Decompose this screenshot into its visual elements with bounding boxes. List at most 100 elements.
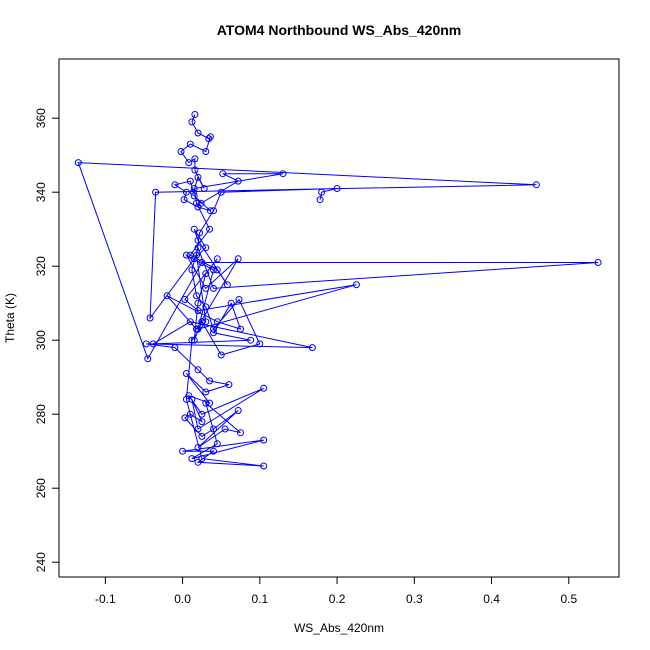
x-tick-label: 0.2 bbox=[329, 592, 346, 606]
data-point bbox=[217, 351, 225, 359]
data-point bbox=[142, 340, 150, 348]
data-point bbox=[247, 336, 255, 344]
series-line bbox=[77, 114, 599, 467]
data-point bbox=[194, 444, 202, 451]
data-point bbox=[194, 458, 202, 466]
data-point bbox=[532, 181, 540, 189]
data-point bbox=[206, 207, 214, 215]
data-point bbox=[190, 336, 198, 344]
data-point bbox=[181, 296, 189, 303]
data-point bbox=[179, 447, 187, 455]
plot-area-frame bbox=[58, 58, 620, 578]
data-point bbox=[194, 425, 202, 433]
data-point bbox=[188, 266, 196, 274]
x-tick-label: 0.1 bbox=[251, 592, 268, 606]
data-point bbox=[177, 148, 185, 155]
data-point bbox=[190, 255, 198, 263]
data-point bbox=[163, 292, 171, 300]
data-point bbox=[206, 133, 214, 141]
y-tick-label: 260 bbox=[34, 478, 48, 498]
chart-title: ATOM4 Northbound WS_Abs_420nm bbox=[217, 22, 462, 38]
data-point bbox=[234, 407, 242, 414]
data-point bbox=[194, 129, 202, 137]
y-tick-label: 360 bbox=[34, 108, 48, 128]
data-point bbox=[188, 455, 196, 463]
data-point bbox=[193, 325, 200, 333]
data-point bbox=[180, 196, 188, 204]
data-point bbox=[144, 355, 152, 363]
data-point bbox=[237, 429, 244, 437]
data-point bbox=[188, 118, 196, 126]
data-point bbox=[194, 307, 202, 315]
data-point bbox=[202, 388, 210, 396]
data-point bbox=[223, 281, 231, 289]
data-point bbox=[182, 370, 190, 377]
data-point bbox=[193, 199, 200, 207]
data-point bbox=[221, 425, 229, 433]
data-point bbox=[186, 177, 194, 185]
data-point bbox=[198, 432, 206, 440]
data-point bbox=[202, 318, 210, 326]
data-point bbox=[196, 229, 204, 237]
data-point bbox=[594, 259, 602, 266]
data-point bbox=[74, 159, 82, 167]
data-point bbox=[237, 325, 244, 333]
data-point bbox=[190, 225, 198, 233]
data-point bbox=[194, 366, 202, 374]
data-point bbox=[171, 181, 179, 189]
x-tick-label: 0.5 bbox=[560, 592, 577, 606]
data-point bbox=[171, 344, 179, 352]
x-tick-label: 0.3 bbox=[406, 592, 423, 606]
data-point bbox=[210, 447, 217, 455]
data-point bbox=[202, 148, 210, 155]
data-point bbox=[213, 440, 221, 448]
data-point bbox=[186, 410, 194, 418]
data-point bbox=[308, 344, 316, 352]
data-point bbox=[260, 436, 268, 444]
data-point bbox=[198, 410, 206, 418]
data-point bbox=[210, 284, 217, 292]
x-tick-label: 0.4 bbox=[483, 592, 500, 606]
data-point bbox=[198, 455, 206, 463]
data-point bbox=[225, 381, 233, 389]
data-point bbox=[260, 384, 268, 392]
data-point bbox=[146, 314, 154, 322]
data-point bbox=[213, 266, 221, 274]
data-point bbox=[194, 173, 202, 181]
y-axis-label: Theta (K) bbox=[3, 293, 17, 343]
data-point bbox=[198, 318, 206, 326]
data-point bbox=[198, 418, 206, 426]
data-series bbox=[74, 111, 602, 470]
data-point bbox=[194, 299, 202, 307]
data-point bbox=[191, 166, 199, 174]
data-point bbox=[227, 299, 235, 307]
data-point bbox=[202, 399, 210, 407]
data-point bbox=[186, 318, 194, 326]
data-point bbox=[213, 255, 221, 263]
data-point bbox=[210, 266, 217, 274]
data-point bbox=[206, 377, 214, 385]
data-point bbox=[194, 236, 202, 244]
y-tick-label: 240 bbox=[34, 552, 48, 572]
x-axis: -0.1 0.0 0.1 0.2 0.3 0.4 0.5 bbox=[95, 576, 577, 606]
data-point bbox=[260, 462, 268, 470]
data-point bbox=[217, 188, 225, 196]
data-point bbox=[352, 281, 360, 289]
data-point bbox=[185, 159, 193, 167]
data-point bbox=[202, 284, 210, 292]
data-point bbox=[182, 188, 190, 196]
data-point bbox=[202, 270, 210, 278]
data-point bbox=[194, 244, 202, 252]
data-point bbox=[193, 292, 200, 300]
data-point bbox=[200, 185, 208, 192]
x-axis-label: WS_Abs_420nm bbox=[294, 621, 384, 635]
data-point bbox=[189, 188, 197, 196]
data-point bbox=[149, 340, 157, 348]
data-point bbox=[256, 340, 264, 348]
data-point bbox=[210, 329, 217, 337]
data-point bbox=[318, 188, 326, 196]
data-point bbox=[197, 199, 205, 207]
data-point bbox=[182, 395, 190, 403]
y-tick-label: 320 bbox=[34, 256, 48, 276]
